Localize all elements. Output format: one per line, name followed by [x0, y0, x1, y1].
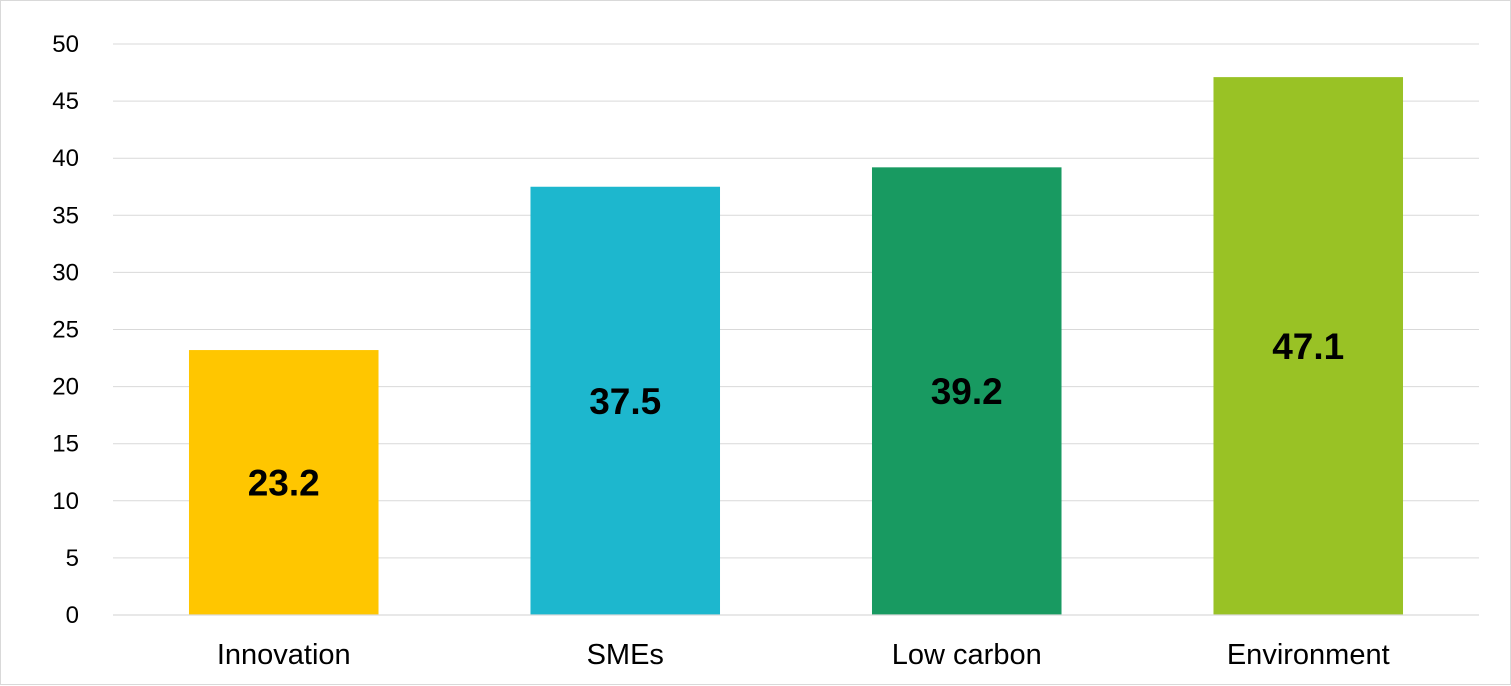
x-tick-label: Low carbon: [892, 639, 1042, 671]
y-tick-label: 10: [52, 488, 79, 515]
x-axis-tick-labels: Innovation SMEs Low carbon Environment: [217, 639, 1390, 671]
y-tick-label: 0: [66, 602, 79, 629]
bar-smes: [530, 186, 721, 615]
y-axis-tick-labels: 0 5 10 15 20 25 30 35 40 45 50: [52, 31, 79, 629]
data-label: 23.2: [248, 463, 320, 504]
y-tick-label: 30: [52, 259, 79, 286]
x-tick-label: Environment: [1227, 639, 1390, 671]
y-tick-label: 25: [52, 317, 79, 344]
y-tick-label: 5: [66, 545, 79, 572]
x-tick-label: SMEs: [587, 639, 664, 671]
data-label: 37.5: [589, 381, 661, 422]
y-tick-label: 15: [52, 431, 79, 458]
y-tick-label: 45: [52, 88, 79, 115]
y-tick-label: 50: [52, 31, 79, 58]
y-tick-label: 40: [52, 145, 79, 172]
bar-environment: [1213, 77, 1404, 616]
y-tick-label: 35: [52, 202, 79, 229]
x-tick-label: Innovation: [217, 639, 351, 671]
bars: [188, 77, 1404, 616]
data-label: 39.2: [931, 371, 1003, 412]
bar-low-carbon: [871, 167, 1062, 615]
y-tick-label: 20: [52, 374, 79, 401]
data-labels: 23.2 37.5 39.2 47.1: [248, 326, 1345, 503]
data-label: 47.1: [1272, 326, 1344, 367]
bar-innovation: [188, 350, 379, 615]
